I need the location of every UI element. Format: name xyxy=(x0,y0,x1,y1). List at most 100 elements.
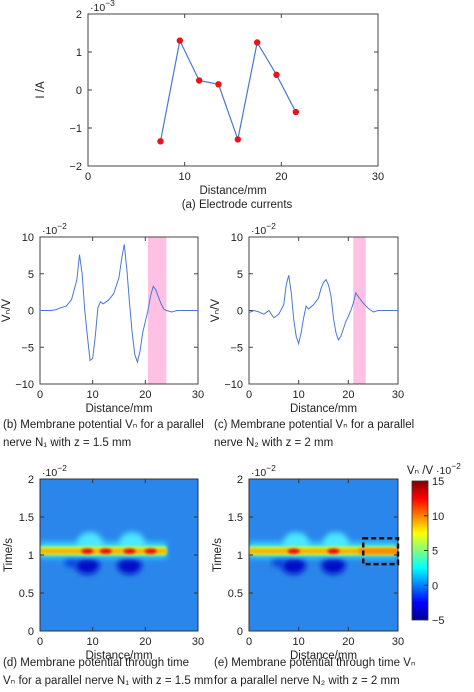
panel-d-heatmap-n1: 0 10 20 30 0 0.5 1 1.5 2 ·10−2 Distance/mm Time/s (d… xyxy=(3,463,213,687)
heatmap-hot-spot xyxy=(327,548,340,554)
x-tick-label: 30 xyxy=(392,636,404,648)
panel-e-heatmap-n2: 0 10 20 30 0 0.5 1 1.5 2 ·10−2 Distance/mm Time/s (e… xyxy=(212,463,416,687)
y-tick-label: 10 xyxy=(22,232,34,244)
y-axis-label: I /A xyxy=(35,81,47,99)
x-axis-label: Distance/mm xyxy=(290,650,357,662)
y-tick-label: 0 xyxy=(28,306,34,318)
y-exponent-label: ·10−2 xyxy=(251,221,276,237)
x-axis-label: Distance/mm xyxy=(290,403,357,415)
x-tick-label: 20 xyxy=(139,389,151,401)
x-axis-label: Distance/mm xyxy=(199,185,266,197)
data-point xyxy=(253,39,261,46)
panel-caption-line: (c) Membrane potential Vₙ for a parallel xyxy=(214,419,414,431)
colorbar-tick-label: 0 xyxy=(432,580,438,592)
y-tick-label: 1 xyxy=(76,47,82,59)
x-tick-label: 10 xyxy=(293,636,305,648)
y-tick-label: −1 xyxy=(69,123,82,135)
plot-frame xyxy=(87,13,379,167)
heatmap-hot-spot xyxy=(287,548,300,554)
data-point xyxy=(176,37,184,44)
y-tick-label: 0 xyxy=(28,626,34,638)
y-exponent-label: ·10−3 xyxy=(90,0,115,14)
y-tick-label: 0 xyxy=(237,626,243,638)
y-tick-label: 2 xyxy=(237,474,243,486)
series-line xyxy=(248,275,398,346)
y-axis-label: Time/s xyxy=(3,538,15,572)
panel-a-electrode-currents: 0 10 20 30 −2 −1 0 1 2 ·10−3 Distance/mm I /A (a) El… xyxy=(35,0,384,211)
y-tick-label: 1 xyxy=(237,550,243,562)
data-point xyxy=(157,138,164,145)
x-tick-label: 10 xyxy=(293,389,305,401)
heatmap-negative-lobe xyxy=(117,556,142,575)
x-tick-label: 0 xyxy=(246,389,252,401)
y-tick-label: 5 xyxy=(28,269,34,281)
y-tick-label: 2 xyxy=(76,9,82,21)
y-tick-label: 10 xyxy=(231,232,243,244)
dashed-region-box xyxy=(361,537,400,566)
y-tick-label: 0.5 xyxy=(19,588,34,600)
x-tick-label: 10 xyxy=(87,636,99,648)
data-point xyxy=(292,108,300,116)
y-axis-label: Time/s xyxy=(212,538,224,572)
data-point xyxy=(273,71,280,79)
y-tick-label: −10 xyxy=(15,379,34,391)
panel-caption-line: (a) Electrode currents xyxy=(182,199,293,211)
x-tick-label: 30 xyxy=(392,389,404,401)
panel-caption-line: (e) Membrane potential through time Vₙ xyxy=(214,657,416,669)
highlight-band xyxy=(353,237,366,384)
panel-caption-line: Vₙ for a parallel nerve N₁ with z = 1.5 … xyxy=(3,675,213,687)
heatmap-hot-spot xyxy=(123,548,136,554)
plot-frame xyxy=(248,236,399,385)
colorbar-tick-label: −5 xyxy=(432,615,445,627)
x-tick-label: 0 xyxy=(246,636,252,648)
series-line xyxy=(40,244,198,364)
x-tick-label: 20 xyxy=(342,389,354,401)
heatmap-negative-lobe xyxy=(75,556,100,575)
data-point xyxy=(215,81,222,88)
y-tick-label: 1.5 xyxy=(228,512,243,524)
y-tick-label: 1 xyxy=(28,550,34,562)
y-tick-label: 5 xyxy=(237,269,243,281)
y-axis-label: Vₙ/V xyxy=(1,299,13,322)
panel-caption-line: (b) Membrane potential Vₙ for a parallel xyxy=(3,419,204,431)
colorbar-tick-label: 15 xyxy=(432,476,444,488)
panel-caption-line: nerve N₂ with z = 2 mm xyxy=(214,437,333,449)
heatmap-hot-spot xyxy=(144,548,157,554)
panel-caption-line: (d) Membrane potential through time xyxy=(3,657,189,669)
data-point xyxy=(195,77,203,84)
x-axis-label: Distance/mm xyxy=(85,650,152,662)
x-tick-label: 0 xyxy=(37,636,43,648)
panel-c-membrane-potential-n2: 0 10 20 30 −10 −5 0 5 10 ·10−2 Distance/mm Vₙ/V (c) … xyxy=(210,221,414,449)
y-tick-label: −10 xyxy=(224,379,243,391)
colorbar-tick-label: 5 xyxy=(432,546,438,558)
heatmap-negative-lobe xyxy=(281,556,306,575)
x-tick-label: 30 xyxy=(192,389,204,401)
colorbar-exponent-label: ·10−2 xyxy=(436,461,461,477)
heatmap-hot-spot xyxy=(99,548,112,554)
y-tick-label: 0 xyxy=(76,85,82,97)
colorbar-tick-label: 10 xyxy=(432,511,444,523)
data-point xyxy=(234,136,242,143)
x-tick-label: 20 xyxy=(275,171,287,183)
heatmap-band-tail xyxy=(358,548,398,555)
x-tick-label: 0 xyxy=(85,171,91,183)
x-tick-label: 10 xyxy=(179,171,191,183)
plot-frame xyxy=(39,236,199,385)
y-tick-label: 1.5 xyxy=(19,512,34,524)
y-tick-label: 0 xyxy=(237,306,243,318)
y-tick-label: −5 xyxy=(21,342,34,354)
x-tick-label: 30 xyxy=(192,636,204,648)
y-exponent-label: ·10−2 xyxy=(42,221,67,237)
y-exponent-label: ·10−2 xyxy=(251,463,276,479)
panel-b-membrane-potential-n1: 0 10 20 30 −10 −5 0 5 10 ·10−2 Distance/mm Vₙ/V (b) … xyxy=(1,221,204,449)
heatmap-hot-spot xyxy=(81,548,94,554)
colorbar-title: Vₙ /V xyxy=(407,465,434,477)
series-line xyxy=(159,38,297,142)
x-tick-label: 20 xyxy=(342,636,354,648)
x-tick-label: 20 xyxy=(139,636,151,648)
y-tick-label: −5 xyxy=(230,342,243,354)
highlight-band xyxy=(147,237,167,384)
y-tick-label: 2 xyxy=(28,474,34,486)
